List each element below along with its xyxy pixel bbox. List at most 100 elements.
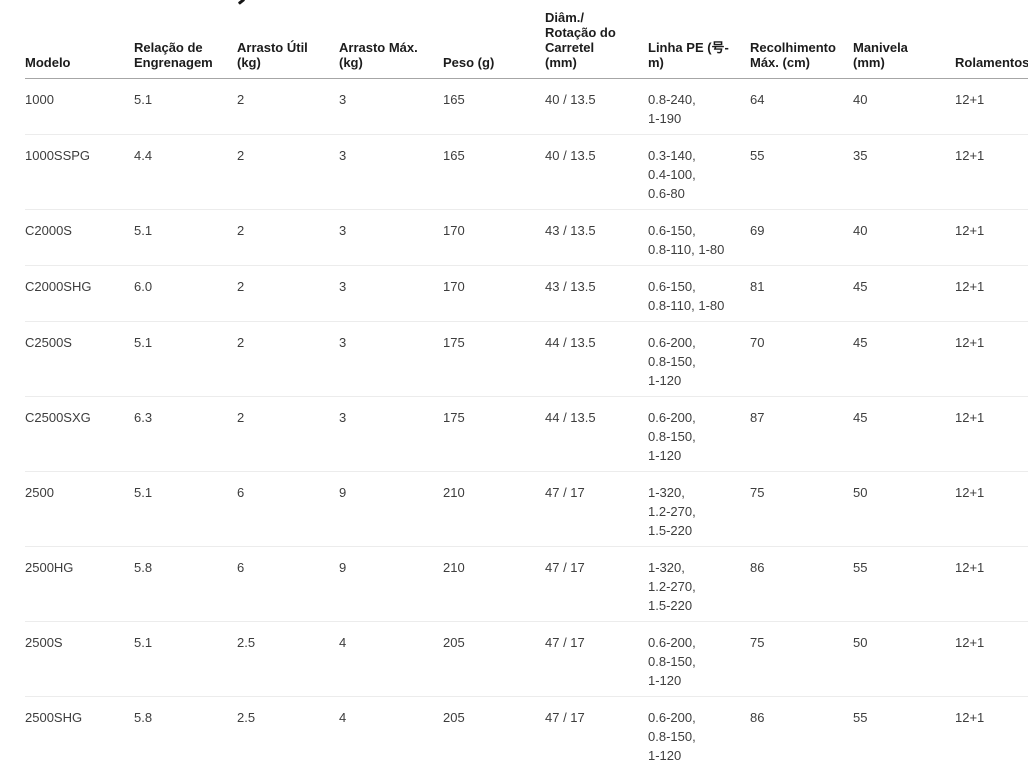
cell-modelo: 2500 bbox=[25, 471, 134, 547]
cell-peso: 205 bbox=[443, 621, 545, 697]
cell-arrasto_util: 6 bbox=[237, 471, 339, 547]
linha-pe-line: 1.5-220 bbox=[648, 522, 693, 538]
linha-pe-line: 1-190 bbox=[648, 110, 682, 126]
table-row: 2500SHG 5.8 2.5 4 205 47 / 17 0.6-200, 0.8-150,… bbox=[25, 696, 1028, 760]
cell-manivela: 40 bbox=[853, 78, 955, 135]
cell-diam_rotacao: 43 / 13.5 bbox=[545, 265, 648, 322]
column-header-line: Arrasto Útil bbox=[237, 39, 308, 55]
cell-relacao: 5.8 bbox=[134, 546, 237, 622]
linha-pe-line: 1.2-270, bbox=[648, 503, 696, 519]
cell-diam_rotacao: 47 / 17 bbox=[545, 621, 648, 697]
cell-arrasto_util: 2 bbox=[237, 265, 339, 322]
linha-pe-line: 0.4-100, bbox=[648, 166, 696, 182]
cell-linha_pe: 0.6-200, 0.8-150, 1-120 bbox=[648, 621, 750, 697]
column-header-modelo: Modelo bbox=[25, 0, 134, 79]
column-header-line: Linha PE (号- bbox=[648, 39, 729, 55]
cell-diam_rotacao: 47 / 17 bbox=[545, 546, 648, 622]
cell-linha_pe: 0.6-200, 0.8-150, 1-120 bbox=[648, 321, 750, 397]
cell-arrasto_max: 3 bbox=[339, 265, 443, 322]
cell-recolhimento: 75 bbox=[750, 471, 853, 547]
cell-manivela: 40 bbox=[853, 209, 955, 266]
cell-linha_pe: 0.6-150, 0.8-110, 1-80 bbox=[648, 209, 750, 266]
cell-relacao: 4.4 bbox=[134, 134, 237, 210]
column-header-line: Arrasto Máx. bbox=[339, 39, 418, 55]
cell-diam_rotacao: 47 / 17 bbox=[545, 696, 648, 760]
column-header-line: m) bbox=[648, 54, 664, 70]
cell-linha_pe: 1-320, 1.2-270, 1.5-220 bbox=[648, 471, 750, 547]
linha-pe-line: 0.6-200, bbox=[648, 334, 696, 350]
table-row: 2500S 5.1 2.5 4 205 47 / 17 0.6-200, 0.8-150, 1-… bbox=[25, 621, 1028, 697]
cell-linha_pe: 0.6-200, 0.8-150, 1-120 bbox=[648, 396, 750, 472]
table-row: C2000S 5.1 2 3 170 43 / 13.5 0.6-150, 0.8-110, … bbox=[25, 209, 1028, 266]
linha-pe-line: 1-320, bbox=[648, 559, 685, 575]
cell-manivela: 35 bbox=[853, 134, 955, 210]
cell-arrasto_util: 6 bbox=[237, 546, 339, 622]
cell-diam_rotacao: 44 / 13.5 bbox=[545, 396, 648, 472]
cell-modelo: 2500S bbox=[25, 621, 134, 697]
linha-pe-line: 0.8-150, bbox=[648, 728, 696, 744]
cell-arrasto_max: 4 bbox=[339, 621, 443, 697]
cell-arrasto_util: 2.5 bbox=[237, 696, 339, 760]
column-header-line: Recolhimento bbox=[750, 39, 836, 55]
cell-recolhimento: 86 bbox=[750, 546, 853, 622]
linha-pe-line: 0.6-200, bbox=[648, 409, 696, 425]
reel-spec-table: Modelo Relação de Engrenagem Arrasto Útil (k… bbox=[25, 0, 1028, 760]
cell-recolhimento: 70 bbox=[750, 321, 853, 397]
cell-relacao: 6.3 bbox=[134, 396, 237, 472]
cell-manivela: 50 bbox=[853, 621, 955, 697]
cell-manivela: 45 bbox=[853, 265, 955, 322]
table-row: 2500HG 5.8 6 9 210 47 / 17 1-320, 1.2-270, 1.5-2… bbox=[25, 546, 1028, 622]
header-row: Modelo Relação de Engrenagem Arrasto Útil (k… bbox=[25, 0, 1028, 79]
linha-pe-line: 1-120 bbox=[648, 672, 682, 688]
cell-manivela: 50 bbox=[853, 471, 955, 547]
linha-pe-line: 0.8-110, 1-80 bbox=[648, 297, 725, 313]
column-header-recolhimento: Recolhimento Máx. (cm) bbox=[750, 0, 853, 79]
cell-modelo: C2000S bbox=[25, 209, 134, 266]
column-header-peso: Peso (g) bbox=[443, 0, 545, 79]
table-row: C2500SXG 6.3 2 3 175 44 / 13.5 0.6-200, 0.8-150… bbox=[25, 396, 1028, 472]
column-header-relacao: Relação de Engrenagem bbox=[134, 0, 237, 79]
cell-arrasto_util: 2 bbox=[237, 78, 339, 135]
cell-rolamentos: 12+1 bbox=[955, 621, 1028, 697]
table-row: 1000 5.1 2 3 165 40 / 13.5 0.8-240, 1-190 64 40 12… bbox=[25, 78, 1028, 135]
cell-relacao: 5.1 bbox=[134, 621, 237, 697]
cell-rolamentos: 12+1 bbox=[955, 321, 1028, 397]
cell-manivela: 45 bbox=[853, 396, 955, 472]
cell-rolamentos: 12+1 bbox=[955, 78, 1028, 135]
cell-linha_pe: 1-320, 1.2-270, 1.5-220 bbox=[648, 546, 750, 622]
linha-pe-line: 0.6-80 bbox=[648, 185, 685, 201]
column-header-line: (kg) bbox=[237, 54, 261, 70]
cell-rolamentos: 12+1 bbox=[955, 546, 1028, 622]
cell-arrasto_max: 3 bbox=[339, 78, 443, 135]
linha-pe-line: 1.2-270, bbox=[648, 578, 696, 594]
cell-relacao: 5.1 bbox=[134, 209, 237, 266]
cell-linha_pe: 0.8-240, 1-190 bbox=[648, 78, 750, 135]
table-header: Modelo Relação de Engrenagem Arrasto Útil (k… bbox=[25, 0, 1028, 79]
cell-peso: 205 bbox=[443, 696, 545, 760]
cell-arrasto_max: 4 bbox=[339, 696, 443, 760]
cell-arrasto_max: 3 bbox=[339, 134, 443, 210]
column-header-linha_pe: Linha PE (号-m) bbox=[648, 0, 750, 79]
linha-pe-line: 1-320, bbox=[648, 484, 685, 500]
cell-peso: 165 bbox=[443, 134, 545, 210]
linha-pe-line: 0.3-140, bbox=[648, 147, 696, 163]
column-header-line: Rotação do bbox=[545, 24, 616, 40]
linha-pe-line: 0.6-200, bbox=[648, 709, 696, 725]
column-header-manivela: Manivela (mm) bbox=[853, 0, 955, 79]
column-header-line: Peso (g) bbox=[443, 54, 495, 70]
cell-relacao: 5.1 bbox=[134, 321, 237, 397]
cell-manivela: 55 bbox=[853, 696, 955, 760]
column-header-line: (mm) bbox=[853, 54, 885, 70]
cell-recolhimento: 64 bbox=[750, 78, 853, 135]
cell-recolhimento: 69 bbox=[750, 209, 853, 266]
column-header-line: (kg) bbox=[339, 54, 363, 70]
cell-rolamentos: 12+1 bbox=[955, 265, 1028, 322]
cell-diam_rotacao: 40 / 13.5 bbox=[545, 134, 648, 210]
cell-manivela: 45 bbox=[853, 321, 955, 397]
cell-manivela: 55 bbox=[853, 546, 955, 622]
cell-linha_pe: 0.3-140, 0.4-100, 0.6-80 bbox=[648, 134, 750, 210]
cell-recolhimento: 75 bbox=[750, 621, 853, 697]
column-header-line: Máx. (cm) bbox=[750, 54, 810, 70]
cell-peso: 170 bbox=[443, 209, 545, 266]
column-header-line: Diâm./ bbox=[545, 9, 585, 25]
